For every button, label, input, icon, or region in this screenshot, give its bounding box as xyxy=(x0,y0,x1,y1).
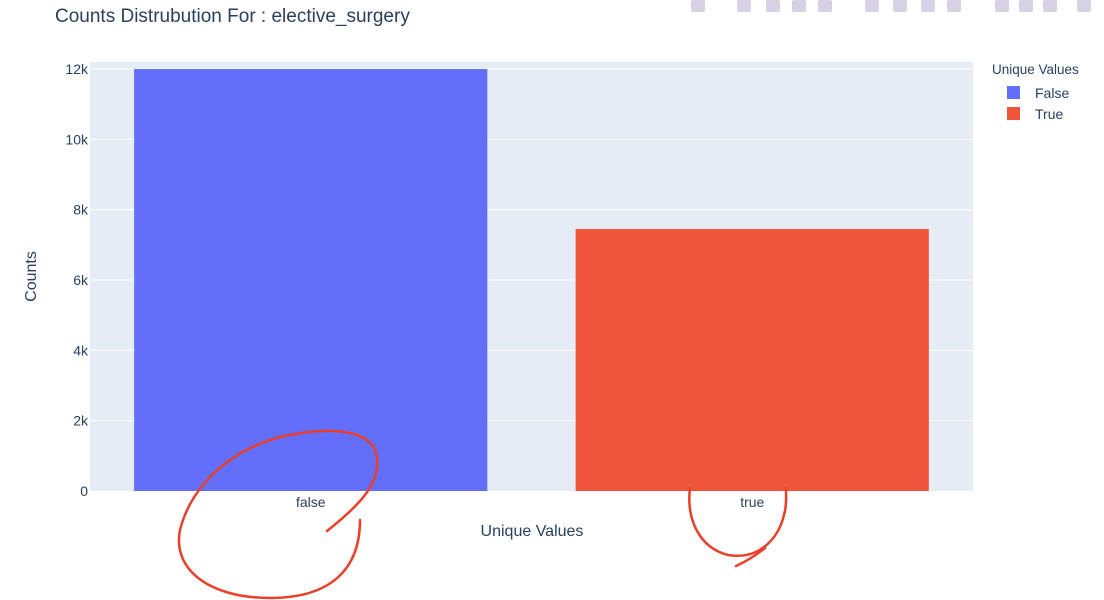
modebar[interactable] xyxy=(688,0,1104,16)
bar-true[interactable] xyxy=(575,229,929,491)
y-tick-label: 10k xyxy=(65,131,89,147)
bar-false[interactable] xyxy=(134,69,488,492)
handwritten-circle-annotations xyxy=(177,429,788,600)
camera-icon[interactable] xyxy=(691,0,705,12)
legend: Unique Values False True xyxy=(992,62,1079,124)
legend-title: Unique Values xyxy=(992,62,1079,77)
x-axis-label: Unique Values xyxy=(481,523,584,540)
hover-compare-icon[interactable] xyxy=(1043,0,1057,12)
ink-stroke xyxy=(177,429,379,600)
x-tick-label: false xyxy=(296,494,326,510)
plotly-logo-icon[interactable] xyxy=(1077,0,1091,12)
zoom-out-icon[interactable] xyxy=(893,0,907,12)
legend-swatch xyxy=(1007,86,1020,99)
y-tick-label: 6k xyxy=(73,272,89,288)
y-tick-label: 0 xyxy=(80,483,88,499)
zoom-icon[interactable] xyxy=(737,0,751,12)
lasso-select-icon[interactable] xyxy=(818,0,832,12)
legend-label: True xyxy=(1035,105,1064,122)
legend-label: False xyxy=(1035,84,1070,101)
pan-icon[interactable] xyxy=(766,0,780,12)
y-tick-label: 12k xyxy=(65,61,89,77)
y-tick-label: 4k xyxy=(73,342,89,358)
y-tick-label: 8k xyxy=(73,202,89,218)
legend-item-false[interactable]: False xyxy=(992,82,1079,103)
legend-item-true[interactable]: True xyxy=(992,103,1079,124)
y-tick-labels: 0 2k 4k 6k 8k 10k 12k xyxy=(65,61,89,499)
legend-swatch xyxy=(1007,107,1020,120)
y-tick-label: 2k xyxy=(73,413,89,429)
chart-title: Counts Distrubution For : elective_surge… xyxy=(55,6,410,27)
autoscale-icon[interactable] xyxy=(921,0,935,12)
ink-stroke xyxy=(688,486,788,568)
bars xyxy=(134,69,929,492)
zoom-in-icon[interactable] xyxy=(865,0,879,12)
box-select-icon[interactable] xyxy=(792,0,806,12)
x-tick-label: true xyxy=(740,494,764,510)
hover-closest-icon[interactable] xyxy=(1019,0,1033,12)
spike-lines-icon[interactable] xyxy=(995,0,1009,12)
reset-axes-icon[interactable] xyxy=(947,0,961,12)
x-tick-labels: false true xyxy=(296,494,765,510)
y-axis-label: Counts xyxy=(23,251,40,302)
